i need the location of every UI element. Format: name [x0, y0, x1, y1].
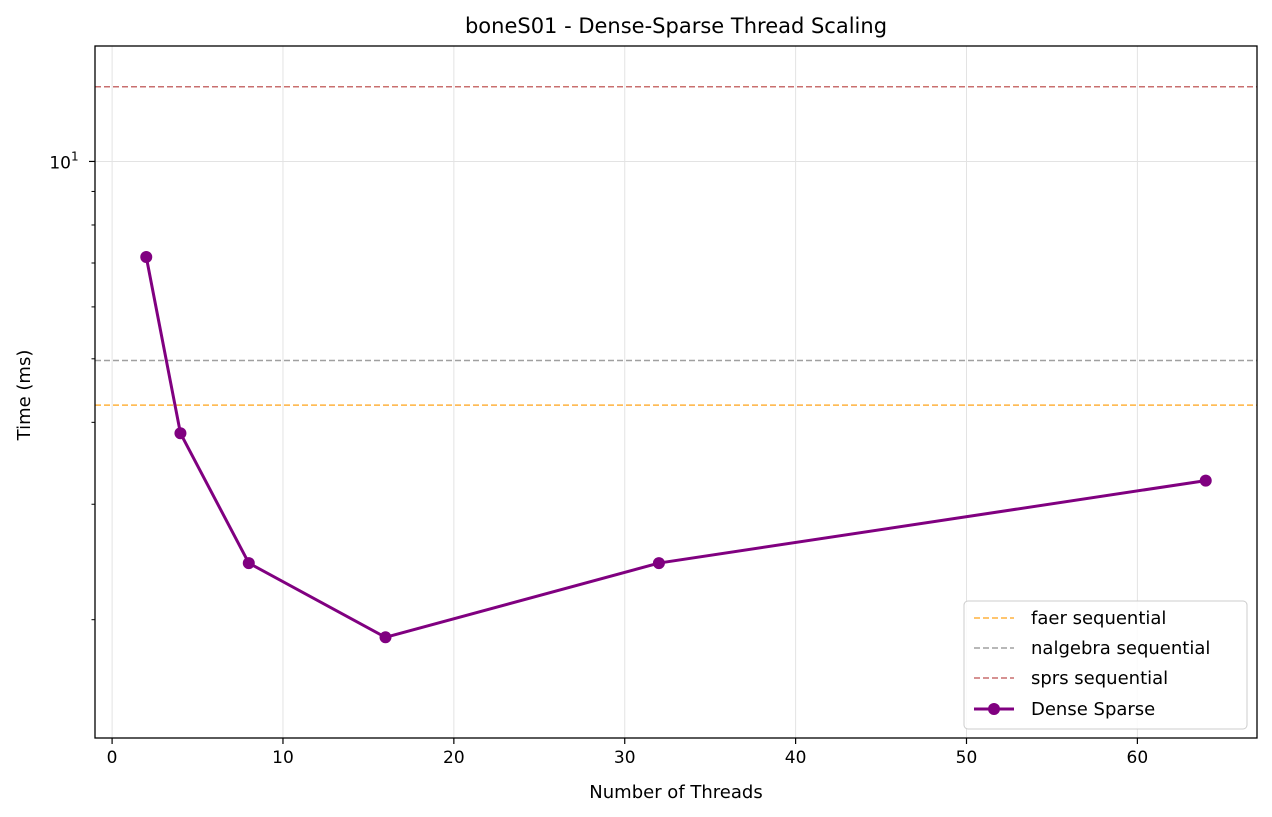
y-axis-ticks: 101 [49, 149, 95, 621]
series-layer [140, 250, 1212, 644]
legend-label: faer sequential [1031, 608, 1166, 629]
data-point [379, 631, 392, 644]
data-point [242, 557, 255, 570]
x-tick-label: 40 [785, 748, 807, 768]
legend-label: nalgebra sequential [1031, 638, 1210, 659]
x-tick-label: 10 [272, 748, 294, 768]
x-axis-label: Number of Threads [589, 782, 762, 803]
plot-frame [94, 45, 1258, 739]
chart-title: boneS01 - Dense-Sparse Thread Scaling [465, 14, 887, 38]
x-tick-label: 60 [1127, 748, 1149, 768]
legend-items: faer sequential nalgebra sequential sprs s… [974, 608, 1210, 720]
legend-label: Dense Sparse [1031, 699, 1155, 720]
data-point [652, 557, 665, 570]
reference-lines [95, 85, 1257, 406]
legend-box [963, 600, 1248, 730]
x-tick-label: 20 [443, 748, 465, 768]
data-point [1199, 474, 1212, 487]
data-point [174, 427, 187, 440]
data-point [140, 250, 153, 263]
x-tick-label: 50 [956, 748, 978, 768]
x-tick-label: 30 [614, 748, 636, 768]
series-line [144, 256, 1206, 639]
legend: faer sequential nalgebra sequential sprs s… [963, 600, 1248, 730]
y-tick-label: 101 [49, 149, 78, 173]
legend-label: sprs sequential [1031, 668, 1168, 689]
x-axis-ticks: 0 10 20 30 40 50 60 [107, 738, 1149, 768]
x-tick-label: 0 [107, 748, 118, 768]
y-axis-label: Time (ms) [14, 350, 35, 442]
legend-marker [988, 703, 1000, 715]
